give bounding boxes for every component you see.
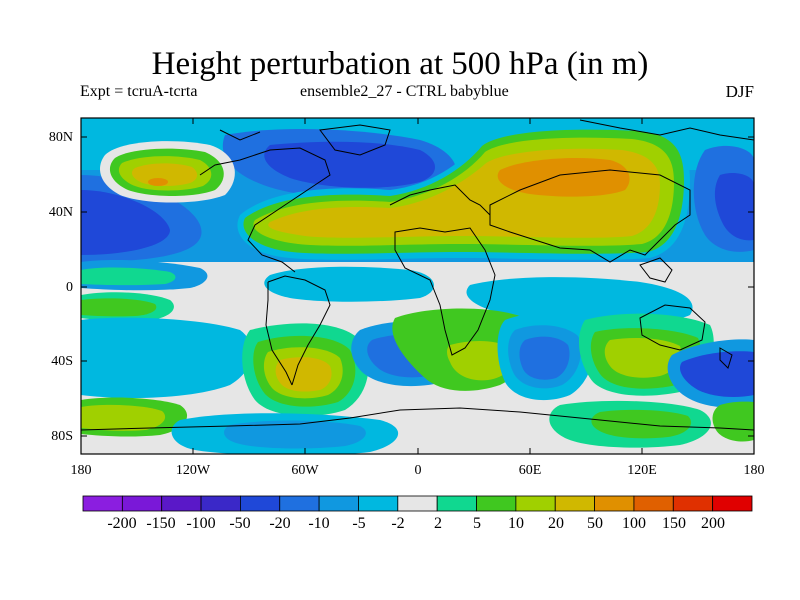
colorbar-label: 10 [508, 515, 524, 532]
lon-tick-label: 180 [71, 463, 92, 478]
colorbar-swatch [279, 495, 320, 512]
colorbar [82, 495, 753, 512]
lon-tick-label: 120E [627, 463, 657, 478]
colorbar-swatch [318, 495, 359, 512]
lat-tick-label: 40N [49, 205, 73, 220]
colorbar-swatch [594, 495, 635, 512]
ensemble-label: ensemble2_27 - CTRL babyblue [300, 83, 509, 100]
colorbar-label: 2 [434, 515, 442, 532]
lat-tick-label: 80S [51, 429, 73, 444]
colorbar-label: -200 [107, 515, 136, 532]
lon-tick-label: 180 [744, 463, 765, 478]
colorbar-swatch [397, 495, 438, 512]
colorbar-label: -2 [391, 515, 404, 532]
colorbar-swatch [240, 495, 281, 512]
colorbar-label: 100 [622, 515, 646, 532]
colorbar-swatch [121, 495, 163, 512]
colorbar-swatch [554, 495, 595, 512]
colorbar-swatch [672, 495, 714, 512]
colorbar-label: -150 [146, 515, 175, 532]
colorbar-labels: -200 -150 -100 -50 -20 -10 -5 -2 2 5 10 … [107, 515, 725, 532]
colorbar-label: 5 [473, 515, 481, 532]
colorbar-label: 20 [548, 515, 564, 532]
colorbar-label: -10 [308, 515, 329, 532]
coastlines [81, 119, 754, 431]
lon-tick-label: 60W [291, 463, 319, 478]
colorbar-swatch [200, 495, 241, 512]
colorbar-swatch [515, 495, 556, 512]
colorbar-swatch [436, 495, 477, 512]
colorbar-swatch [476, 495, 517, 512]
lon-tick-label: 0 [415, 463, 422, 478]
lon-tick-label: 60E [519, 463, 542, 478]
colorbar-swatch [358, 495, 399, 512]
map-title: Height perturbation at 500 hPa (in m) [151, 46, 649, 82]
colorbar-label: -5 [352, 515, 365, 532]
colorbar-label: 50 [587, 515, 603, 532]
lat-tick-label: 80N [49, 130, 73, 145]
lat-tick-label: 40S [51, 354, 73, 369]
lat-tick-label: 0 [66, 280, 73, 295]
colorbar-swatch [82, 495, 123, 512]
colorbar-label: 200 [701, 515, 725, 532]
colorbar-swatch [712, 495, 753, 512]
colorbar-swatch [161, 495, 202, 512]
season-label: DJF [725, 82, 754, 101]
experiment-label: Expt = tcruA-tcrta [80, 83, 198, 100]
height-perturbation-field [81, 118, 754, 454]
colorbar-label: -50 [229, 515, 250, 532]
lon-tick-label: 120W [176, 463, 211, 478]
colorbar-label: -100 [186, 515, 215, 532]
colorbar-label: 150 [662, 515, 686, 532]
colorbar-label: -20 [269, 515, 290, 532]
colorbar-swatch [633, 495, 674, 512]
